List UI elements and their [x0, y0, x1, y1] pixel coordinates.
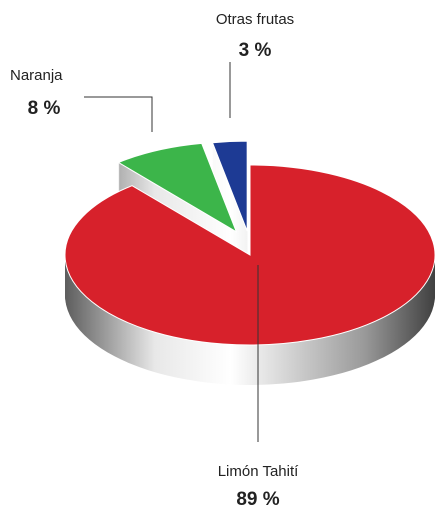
category-label: Naranja — [10, 67, 63, 84]
leader-line — [84, 96, 153, 132]
value-label: 3 % — [239, 40, 272, 61]
slice — [211, 140, 248, 232]
slice — [117, 142, 238, 234]
category-label: Limón Tahití — [218, 463, 299, 480]
value-label: 89 % — [236, 489, 279, 510]
pie — [64, 140, 435, 385]
value-label: 8 % — [28, 98, 61, 119]
slice — [64, 164, 435, 346]
category-label: Otras frutas — [216, 11, 294, 28]
